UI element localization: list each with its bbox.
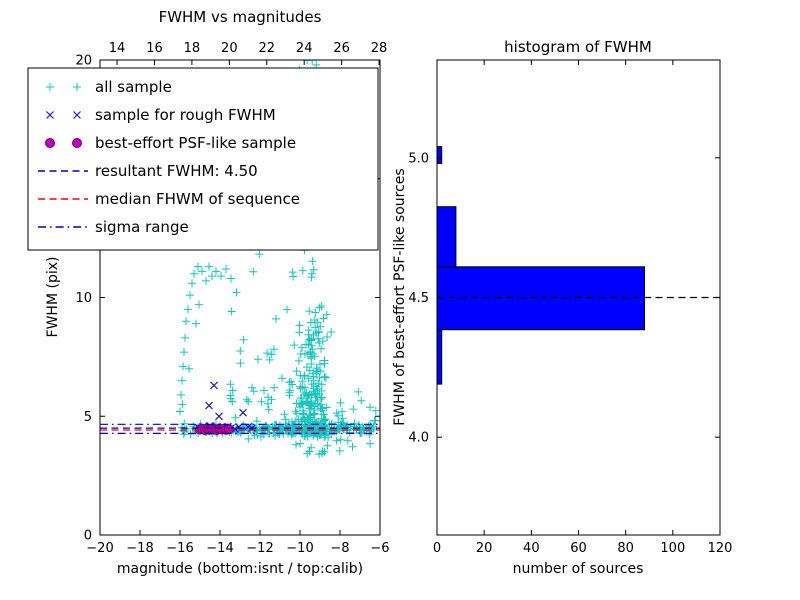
tick-label: 4.0 <box>408 431 429 446</box>
tick-label: −10 <box>286 541 313 556</box>
right-plot: histogram of FWHM 0 20 40 60 80 100 120 4.0 4.5 5… <box>392 38 732 577</box>
tick-label: −16 <box>166 541 193 556</box>
tick-label: 18 <box>184 41 201 56</box>
tick-label: −6 <box>370 541 389 556</box>
plus-marker-icon <box>46 83 81 91</box>
histogram-bars-layer <box>437 146 720 385</box>
legend-label-median: median FHWM of sequence <box>95 190 300 208</box>
tick-label: 4.5 <box>408 291 429 306</box>
legend-label-resultant: resultant FWHM: 4.50 <box>95 162 258 180</box>
tick-label: 28 <box>371 41 388 56</box>
tick-label: −14 <box>206 541 233 556</box>
legend-label-sigma-range: sigma range <box>95 218 189 236</box>
left-plot: FWHM vs magnitudes −20 −18 −16 −14 −12 −10 −8−… <box>45 8 390 577</box>
right-axes-ticks: 0 20 40 60 80 100 120 4.0 4.5 5.0 <box>408 60 732 556</box>
tick-label: 120 <box>708 541 733 556</box>
tick-label: −12 <box>246 541 273 556</box>
circle-marker-icon <box>72 138 82 148</box>
left-plot-title: FWHM vs magnitudes <box>159 8 322 26</box>
left-xlabel: magnitude (bottom:isnt / top:calib) <box>117 561 363 577</box>
tick-label: −20 <box>86 541 113 556</box>
reference-lines-layer <box>100 423 380 434</box>
legend-label-rough-fwhm: sample for rough FWHM <box>95 106 276 124</box>
tick-label: 40 <box>523 541 540 556</box>
x-marker-icon <box>46 111 81 119</box>
histogram-bar <box>437 329 443 385</box>
tick-label: 0 <box>84 529 92 544</box>
legend-markers <box>38 83 88 228</box>
tick-label: 20 <box>221 41 238 56</box>
tick-label: 5 <box>84 410 92 425</box>
right-plot-title: histogram of FWHM <box>504 38 652 56</box>
tick-label: 20 <box>476 541 493 556</box>
tick-label: 20 <box>75 54 92 69</box>
tick-label: 60 <box>570 541 587 556</box>
legend-label-all-sample: all sample <box>95 78 172 96</box>
right-xlabel: number of sources <box>513 561 644 577</box>
tick-label: 22 <box>258 41 275 56</box>
circle-marker-icon <box>45 138 55 148</box>
legend-label-psf-sample: best-effort PSF-like sample <box>95 134 296 152</box>
tick-label: 5.0 <box>408 151 429 166</box>
left-axes-ticks: −20 −18 −16 −14 −12 −10 −8 −6 14 16 18 20 22 24 26 28 0 5… <box>75 41 389 556</box>
tick-label: 14 <box>109 41 126 56</box>
legend-box <box>27 67 379 251</box>
legend: all sample sample for rough FWHM best-ef… <box>27 67 379 251</box>
tick-label: 100 <box>660 541 685 556</box>
histogram-bar <box>437 206 457 268</box>
psf-sample-point <box>223 424 234 435</box>
tick-label: 10 <box>75 291 92 306</box>
tick-label: −8 <box>330 541 349 556</box>
histogram-bar <box>437 146 443 164</box>
tick-label: 80 <box>617 541 634 556</box>
right-ylabel: FWHM of best-effort PSF-like sources <box>392 168 408 425</box>
left-ylabel: FWHM (pix) <box>45 257 61 338</box>
tick-label: 26 <box>333 41 350 56</box>
tick-label: 16 <box>146 41 163 56</box>
tick-label: 0 <box>433 541 441 556</box>
histogram-bar <box>437 266 645 331</box>
tick-label: 24 <box>296 41 313 56</box>
tick-label: −18 <box>126 541 153 556</box>
